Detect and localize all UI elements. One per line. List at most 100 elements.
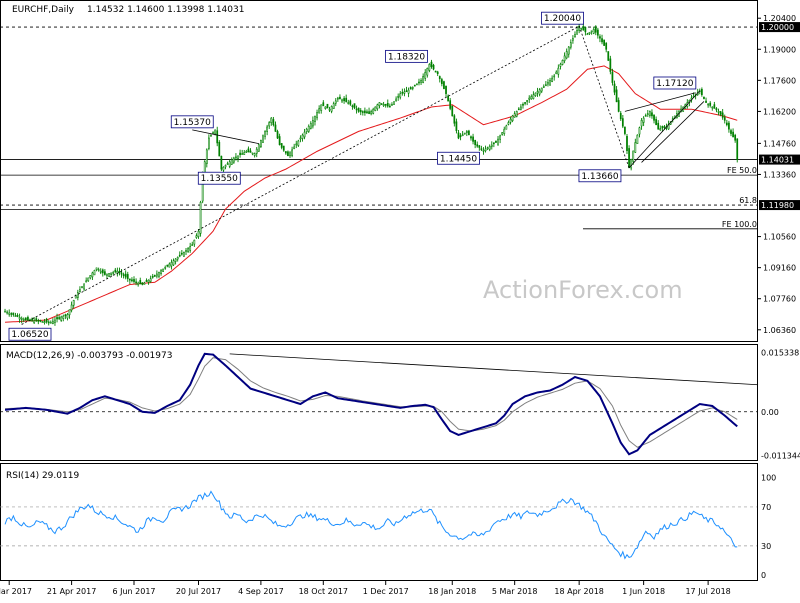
- candle-body: [47, 321, 50, 324]
- candle-body: [224, 165, 227, 168]
- candle-body: [162, 268, 165, 272]
- candle-body: [599, 36, 601, 39]
- candle-body: [239, 152, 241, 155]
- macd-pane-border: [0, 344, 758, 461]
- moving-average-line: [5, 65, 738, 323]
- candle-body: [399, 93, 402, 98]
- candle-body: [503, 128, 506, 134]
- candle-body: [407, 89, 410, 94]
- candle-body: [353, 103, 356, 109]
- candle-body: [590, 30, 593, 33]
- candle-body: [393, 101, 395, 105]
- candle-body: [262, 135, 264, 143]
- candle-body: [465, 131, 468, 133]
- candle-body: [208, 137, 210, 149]
- candle-body: [8, 312, 11, 315]
- candle-body: [457, 132, 460, 139]
- candle-body: [289, 152, 291, 157]
- date-axis: 8 Mar 2017 21 Apr 2017 6 Jun 2017 20 Jul 20…: [0, 581, 731, 596]
- candle-body: [72, 300, 75, 306]
- candle-body: [106, 273, 108, 276]
- candle-body: [661, 126, 664, 129]
- candle-body: [328, 108, 331, 111]
- candle-body: [131, 279, 133, 282]
- candle-body: [405, 90, 408, 93]
- candle-body: [85, 280, 88, 283]
- candle-body: [257, 144, 260, 152]
- candle-body: [185, 250, 187, 252]
- date-axis-tick-label: 18 Jan 2018: [428, 587, 476, 596]
- date-axis-tick-label: 1 Jun 2018: [622, 587, 665, 596]
- candle-body: [345, 97, 348, 102]
- candle-body: [536, 91, 539, 94]
- candle-body: [104, 271, 106, 275]
- candle-body: [158, 272, 160, 277]
- candle-body: [723, 117, 726, 121]
- candle-body: [532, 94, 535, 99]
- candle-body: [582, 26, 585, 31]
- candle-body: [326, 103, 329, 109]
- price-axis-tick-label: 1.19000: [763, 45, 796, 54]
- candle-body: [170, 262, 173, 267]
- candle-body: [734, 134, 737, 141]
- candle-body: [91, 272, 94, 278]
- candle-body: [646, 113, 649, 115]
- price-axis-tick-label: 1.14760: [763, 139, 796, 148]
- candle-body: [492, 142, 495, 145]
- candle-body: [422, 76, 425, 83]
- watermark-text: ActionForex.com: [483, 276, 683, 304]
- candle-body: [266, 126, 269, 132]
- price-level-annotation: 61.8: [739, 196, 757, 205]
- candle-body: [601, 38, 603, 43]
- candle-body: [649, 111, 651, 116]
- candle-body: [580, 27, 583, 30]
- candle-body: [513, 113, 516, 118]
- candle-body: [149, 278, 152, 282]
- candle-body: [324, 106, 327, 109]
- candle-body: [166, 264, 169, 267]
- date-axis-tick-label: 17 Jul 2018: [685, 587, 730, 596]
- candle-body: [357, 107, 360, 112]
- candle-body: [70, 304, 73, 311]
- trend-lines: [21, 25, 705, 325]
- candle-body: [730, 130, 732, 134]
- candle-body: [278, 136, 281, 146]
- candle-body: [567, 46, 570, 55]
- candle-body: [455, 121, 458, 131]
- candle-body: [316, 112, 318, 119]
- candle-body: [195, 235, 198, 238]
- candle-body: [736, 138, 739, 160]
- price-axis-tick-label: 1.06360: [763, 326, 796, 335]
- macd-plot: [0, 352, 759, 456]
- candle-body: [657, 122, 660, 130]
- candle-body: [183, 252, 185, 257]
- candle-body: [547, 82, 549, 85]
- candle-body: [54, 319, 56, 323]
- candle-body: [472, 136, 474, 142]
- candle-body: [701, 89, 703, 95]
- candle-body: [264, 131, 266, 137]
- candle-body: [495, 140, 497, 143]
- candle-body: [99, 270, 102, 273]
- candle-body: [384, 103, 387, 106]
- candle-body: [721, 112, 724, 118]
- candle-body: [214, 129, 217, 135]
- candle-body: [247, 148, 250, 153]
- candle-body: [413, 84, 416, 87]
- candle-body: [301, 134, 304, 139]
- candle-body: [230, 159, 233, 165]
- candle-body: [180, 252, 183, 255]
- candle-body: [524, 102, 526, 104]
- candle-body: [382, 104, 385, 106]
- candle-body: [628, 148, 630, 169]
- candle-body: [97, 269, 100, 271]
- swing-label-text: 1.20040: [544, 14, 581, 24]
- price-level-marker: [759, 154, 800, 165]
- candle-body: [199, 202, 202, 234]
- candle-body: [341, 99, 343, 102]
- rsi-axis-tick-label: 30: [761, 542, 771, 551]
- trend-line: [641, 101, 705, 163]
- rsi-axis-tick-label: 0: [761, 571, 766, 580]
- candle-body: [468, 130, 470, 136]
